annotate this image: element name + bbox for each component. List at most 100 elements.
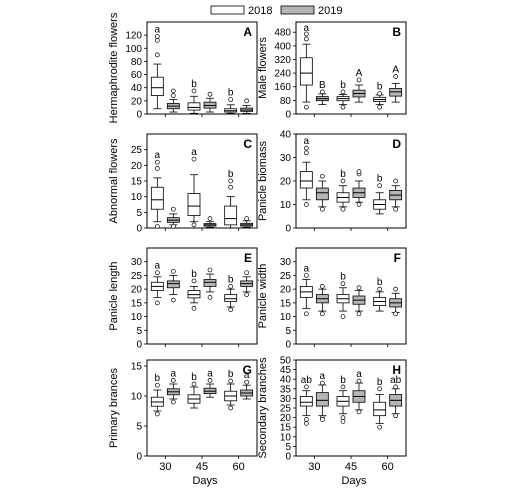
panel-e-box-2018-60: b bbox=[224, 274, 238, 313]
panel-e-ytick-label-1: 5 bbox=[136, 326, 142, 337]
panel-f: F 0 5 10 15 20 25 30 Panicle width a b b bbox=[257, 247, 407, 351]
outlier-point-1 bbox=[228, 405, 234, 411]
outlier-point-1 bbox=[170, 399, 176, 405]
panel-d-box-2019-45 bbox=[352, 169, 366, 207]
significance-letter: a bbox=[304, 23, 310, 34]
panel-g-box-2018-60: b bbox=[224, 369, 238, 411]
outlier-point-0 bbox=[207, 91, 213, 97]
panel-f-ytick-label-6: 30 bbox=[280, 257, 292, 268]
panel-c-ytick-label-0: 0 bbox=[136, 224, 142, 235]
significance-letter: B bbox=[319, 80, 326, 91]
outlier-point-0 bbox=[303, 36, 309, 42]
outlier-point-0 bbox=[393, 286, 399, 292]
panel-h-box-2018-45: b bbox=[336, 375, 350, 424]
panel-h-box-2019-30: a bbox=[315, 371, 329, 422]
panel-b: B 0 80 160 240 320 400 480 Male flowers a b b B A A bbox=[257, 21, 407, 121]
outlier-point-0 bbox=[340, 178, 346, 184]
panel-c-ylabel: Abnormal flowers bbox=[108, 138, 120, 223]
panel-d-ytick-label-0: 0 bbox=[285, 224, 291, 235]
box-iqr bbox=[315, 392, 329, 407]
outlier-point-1 bbox=[393, 413, 399, 419]
panel-c-box-2019-60 bbox=[240, 216, 254, 228]
panel-d-ytick-label-3: 30 bbox=[280, 153, 292, 164]
panel-e-ytick-label-2: 10 bbox=[131, 312, 143, 323]
panel-d: D 0 10 20 30 40 Panicle biomass a b b bbox=[257, 130, 407, 235]
significance-letter: b bbox=[340, 80, 346, 91]
outlier-point-2 bbox=[319, 417, 325, 422]
panel-c-label: C bbox=[243, 137, 252, 151]
panel-g-frame bbox=[146, 359, 258, 457]
panel-e-frame bbox=[146, 247, 258, 345]
panel-b-box-2018-60: b bbox=[373, 82, 387, 110]
significance-letter: ab bbox=[301, 375, 313, 386]
panel-a-ytick-label-0: 0 bbox=[136, 110, 142, 121]
outlier-point-0 bbox=[393, 74, 399, 79]
panel-c: C 0 5 10 15 20 25 Abnormal flowers a a b bbox=[108, 133, 258, 235]
panel-a-ytick-label-3: 60 bbox=[131, 70, 143, 81]
panel-a-ytick-label-5: 100 bbox=[125, 44, 142, 55]
panel-e-box-2019-30 bbox=[166, 268, 180, 303]
panel-c-box-2019-45 bbox=[203, 216, 217, 228]
outlier-point-1 bbox=[377, 104, 383, 110]
panel-e-box-2018-45: b bbox=[187, 269, 201, 311]
panel-f-box-2018-30: a bbox=[299, 263, 313, 317]
outlier-point-1 bbox=[154, 411, 160, 417]
panel-a-ylabel: Hermaphrodite flowers bbox=[108, 12, 120, 123]
panel-g-xtick-label-0: 30 bbox=[159, 461, 171, 473]
panel-e-ytick-label-0: 0 bbox=[136, 340, 142, 351]
outlier-point-1 bbox=[154, 300, 160, 306]
outlier-point-0 bbox=[170, 378, 176, 383]
outlier-point-1 bbox=[170, 88, 176, 94]
outlier-point-0 bbox=[244, 379, 250, 385]
panel-g-ytick-label-0: 0 bbox=[136, 452, 142, 463]
box-iqr bbox=[373, 401, 387, 417]
panel-h-ylabel: Secondary branches bbox=[257, 357, 269, 458]
panel-h-label: H bbox=[392, 363, 401, 377]
outlier-point-1 bbox=[393, 311, 399, 317]
box-iqr bbox=[299, 171, 313, 189]
outlier-point-1 bbox=[393, 206, 399, 212]
panel-e-ytick-label-6: 30 bbox=[131, 257, 143, 268]
panel-b-label: B bbox=[392, 25, 401, 39]
significance-letter: b bbox=[340, 375, 346, 386]
outlier-point-0 bbox=[377, 91, 383, 96]
outlier-point-0 bbox=[228, 184, 234, 190]
outlier-point-1 bbox=[191, 305, 197, 311]
legend-label-2019: 2019 bbox=[318, 5, 342, 17]
outlier-point-2 bbox=[356, 202, 362, 207]
panel-h-ytick-label-1: 5 bbox=[285, 442, 291, 453]
outlier-point-0 bbox=[303, 273, 309, 278]
outlier-point-0 bbox=[377, 286, 383, 292]
outlier-point-0 bbox=[319, 89, 325, 95]
panel-b-ytick-label-2: 160 bbox=[274, 82, 291, 93]
panel-g-box-2019-30: a bbox=[166, 368, 180, 405]
panel-g-ytick-label-1: 5 bbox=[136, 422, 142, 433]
panel-c-box-2018-45: a bbox=[187, 147, 201, 228]
panel-e-box-2019-45 bbox=[203, 267, 217, 300]
box-iqr bbox=[150, 76, 164, 96]
panel-a-ytick-label-1: 20 bbox=[131, 96, 143, 107]
box-iqr bbox=[224, 294, 238, 302]
panel-e: E 0 5 10 15 20 25 30 Panicle length a b b bbox=[108, 247, 258, 351]
panel-h-box-2019-45: a bbox=[352, 369, 366, 415]
outlier-point-0 bbox=[207, 267, 213, 273]
legend-swatch-2019 bbox=[280, 5, 315, 15]
panel-d-box-2019-60 bbox=[389, 178, 403, 212]
panel-f-ytick-label-3: 15 bbox=[280, 298, 292, 309]
outlier-point-0 bbox=[393, 384, 399, 390]
panel-f-box-2019-30 bbox=[315, 284, 329, 317]
panel-b-box-2019-30: B bbox=[315, 80, 329, 106]
panel-b-box-2018-30: a bbox=[299, 23, 313, 110]
panel-b-box-2019-45: A bbox=[352, 68, 366, 103]
outlier-point-0 bbox=[303, 384, 309, 390]
panel-h-ytick-label-7: 35 bbox=[280, 384, 292, 395]
outlier-point-0 bbox=[356, 285, 362, 291]
outlier-point-0 bbox=[377, 183, 383, 189]
significance-letter: a bbox=[207, 368, 213, 379]
outlier-point-0 bbox=[154, 382, 160, 388]
significance-letter: b bbox=[191, 372, 197, 383]
panel-g-xtick-label-1: 45 bbox=[196, 461, 208, 473]
outlier-point-1 bbox=[356, 169, 362, 174]
panel-c-ytick-label-4: 20 bbox=[131, 161, 143, 172]
